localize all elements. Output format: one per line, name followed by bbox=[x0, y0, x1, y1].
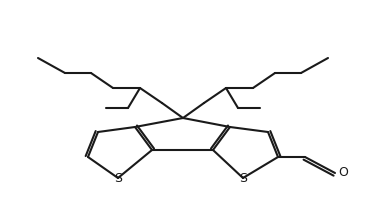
Text: S: S bbox=[239, 171, 247, 184]
Text: S: S bbox=[114, 171, 122, 184]
Text: O: O bbox=[338, 165, 348, 179]
